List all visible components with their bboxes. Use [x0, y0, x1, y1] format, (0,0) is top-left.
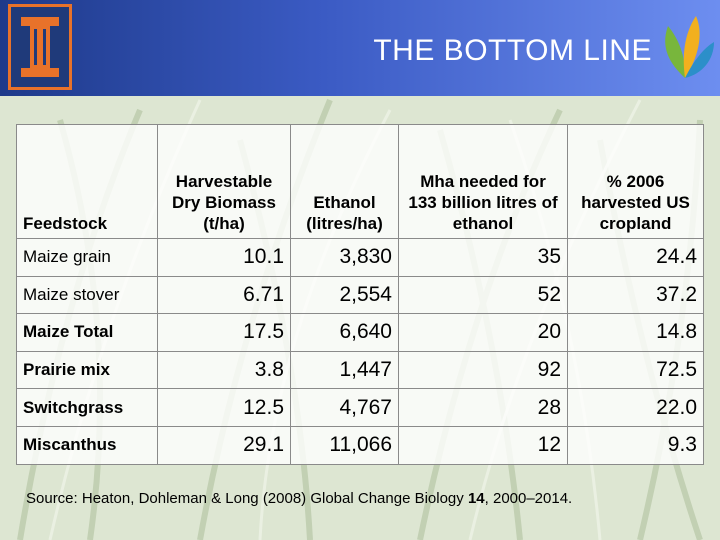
feedstock-cell: Maize stover: [16, 275, 158, 315]
biomass-cell: 29.1: [157, 425, 291, 465]
mha-cell: 35: [398, 238, 568, 277]
feedstock-table: Feedstock Harvestable Dry Biomass (t/ha)…: [16, 124, 704, 465]
source-citation: Source: Heaton, Dohleman & Long (2008) G…: [26, 489, 666, 509]
biomass-cell: 3.8: [157, 350, 291, 390]
feedstock-cell: Miscanthus: [16, 425, 158, 465]
table-row: Miscanthus 29.1 11,066 12 9.3: [16, 425, 704, 465]
table-row: Prairie mix 3.8 1,447 92 72.5: [16, 350, 704, 390]
source-volume: 14: [467, 490, 485, 507]
mha-cell: 20: [398, 313, 568, 352]
feedstock-cell: Maize grain: [16, 238, 158, 277]
source-prefix: Source: Heaton, Dohleman & Long (2008) G…: [26, 490, 468, 507]
header-bar: THE BOTTOM LINE: [0, 0, 720, 96]
cropland-cell: 9.3: [567, 425, 704, 465]
header-biomass: Harvestable Dry Biomass (t/ha): [157, 124, 291, 239]
table-row: Maize stover 6.71 2,554 52 37.2: [16, 275, 704, 315]
cropland-cell: 24.4: [567, 238, 704, 277]
table-header-row: Feedstock Harvestable Dry Biomass (t/ha)…: [16, 124, 704, 239]
university-column-logo-icon: [8, 4, 72, 90]
feedstock-cell: Switchgrass: [16, 388, 158, 427]
cropland-cell: 14.8: [567, 313, 704, 352]
ethanol-cell: 1,447: [290, 350, 399, 390]
page-title: THE BOTTOM LINE: [373, 34, 652, 67]
mha-cell: 28: [398, 388, 568, 427]
biomass-cell: 12.5: [157, 388, 291, 427]
table-row: Maize grain 10.1 3,830 35 24.4: [16, 238, 704, 277]
ethanol-cell: 4,767: [290, 388, 399, 427]
biomass-cell: 6.71: [157, 275, 291, 315]
feedstock-cell: Prairie mix: [16, 350, 158, 390]
biomass-cell: 17.5: [157, 313, 291, 352]
feedstock-cell: Maize Total: [16, 313, 158, 352]
ethanol-cell: 11,066: [290, 425, 399, 465]
header-cropland: % 2006 harvested US cropland: [567, 124, 704, 239]
ethanol-cell: 2,554: [290, 275, 399, 315]
ethanol-cell: 6,640: [290, 313, 399, 352]
mha-cell: 92: [398, 350, 568, 390]
mha-cell: 12: [398, 425, 568, 465]
cropland-cell: 37.2: [567, 275, 704, 315]
header-ethanol: Ethanol (litres/ha): [290, 124, 399, 239]
tricolor-leaf-logo-icon: [665, 16, 714, 78]
header-feedstock: Feedstock: [16, 124, 158, 239]
header-mha: Mha needed for 133 billion litres of eth…: [398, 124, 568, 239]
mha-cell: 52: [398, 275, 568, 315]
ethanol-cell: 3,830: [290, 238, 399, 277]
cropland-cell: 22.0: [567, 388, 704, 427]
biomass-cell: 10.1: [157, 238, 291, 277]
source-suffix: , 2000–2014.: [484, 490, 573, 507]
table-row: Switchgrass 12.5 4,767 28 22.0: [16, 388, 704, 427]
table-row: Maize Total 17.5 6,640 20 14.8: [16, 313, 704, 352]
cropland-cell: 72.5: [567, 350, 704, 390]
